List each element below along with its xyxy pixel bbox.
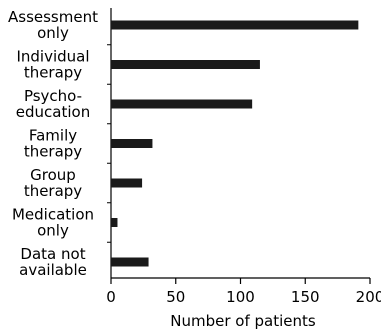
category-label: only [37,24,69,42]
x-axis-label: Number of patients [170,312,316,330]
bar [111,139,153,148]
category-label: Data not [20,245,85,263]
category-label: Medication [12,206,94,224]
category-label: Assessment [8,8,98,26]
x-tick-label: 50 [166,288,185,306]
bar [111,257,149,267]
category-label: Family [29,127,77,145]
plot-area: 0 50 100 150 200AssessmentonlyIndividualther… [8,8,381,306]
bar [111,178,143,188]
bar [111,60,260,69]
category-label: therapy [24,64,82,82]
category-label: available [19,261,87,279]
category-label: therapy [24,182,82,200]
category-label: only [37,222,69,240]
bar [111,99,253,109]
x-tick-label: 150 [291,288,320,306]
category-label: Psycho- [24,87,82,105]
bar [111,20,359,30]
x-tick-label: 0 [106,288,116,306]
category-label: Group [30,166,76,184]
x-tick-label: 200 [356,288,381,306]
category-label: education [16,103,90,121]
x-tick-label: 100 [226,288,255,306]
category-label: Individual [16,48,89,66]
category-label: therapy [24,143,82,161]
bar [111,218,118,227]
